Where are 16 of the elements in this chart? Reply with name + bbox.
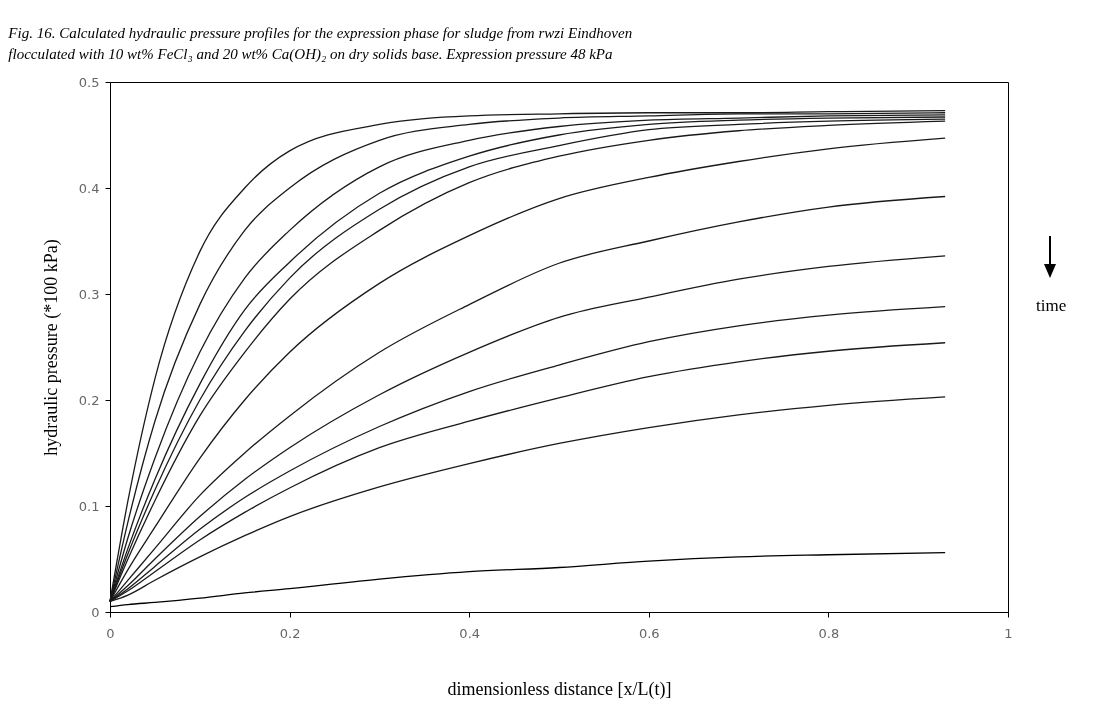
y-tick-label: 0.3: [78, 286, 100, 302]
y-tick-label: 0.4: [78, 180, 100, 196]
x-tick-label: 1: [1004, 625, 1013, 641]
y-tick-label: 0.5: [78, 74, 100, 90]
x-tick-label: 0.2: [279, 625, 301, 641]
x-tick-label: 0: [106, 625, 115, 641]
text: time: [1036, 296, 1067, 316]
x-axis-title: dimensionless distance [x/L(t)]: [447, 678, 672, 700]
x-tick-label: 0.4: [459, 625, 481, 641]
x-tick-label: 0.8: [818, 625, 840, 641]
y-axis-title: hydraulic pressure (*100 kPa): [40, 239, 62, 456]
y-tick-label: 0.2: [78, 392, 100, 408]
x-tick-label: 0.6: [638, 625, 660, 641]
chart-title: Fig. 16. Calculated hydraulic pressure profiles for the expression phase for sludge from rwzi Eindhoven flocculated with 10 wt% FeCl₃ and 20 wt% Ca(OH)₂ on dry solids base. Expression pressure 48 kPa: [7, 25, 633, 63]
y-tick-label: 0.1: [78, 498, 100, 514]
y-tick-label: 0: [91, 604, 100, 620]
